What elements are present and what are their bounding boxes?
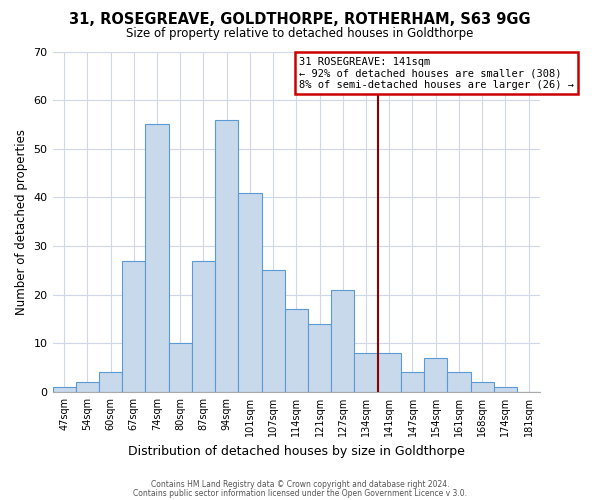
Bar (122, 260, 145, 392)
Bar (377, 353, 401, 392)
Bar (145, 124, 169, 392)
Bar (192, 260, 215, 392)
Bar (447, 372, 470, 392)
Bar (99, 372, 122, 392)
Bar (470, 382, 494, 392)
Bar (262, 270, 285, 392)
Bar (285, 310, 308, 392)
Text: Size of property relative to detached houses in Goldthorpe: Size of property relative to detached ho… (127, 28, 473, 40)
Text: Contains HM Land Registry data © Crown copyright and database right 2024.: Contains HM Land Registry data © Crown c… (151, 480, 449, 489)
Bar (401, 372, 424, 392)
Text: Contains public sector information licensed under the Open Government Licence v : Contains public sector information licen… (133, 488, 467, 498)
Bar (76, 382, 99, 392)
Bar (215, 120, 238, 392)
Bar (494, 387, 517, 392)
Bar (355, 353, 377, 392)
Bar (308, 324, 331, 392)
Y-axis label: Number of detached properties: Number of detached properties (15, 128, 28, 314)
X-axis label: Distribution of detached houses by size in Goldthorpe: Distribution of detached houses by size … (128, 444, 465, 458)
Text: 31, ROSEGREAVE, GOLDTHORPE, ROTHERHAM, S63 9GG: 31, ROSEGREAVE, GOLDTHORPE, ROTHERHAM, S… (69, 12, 531, 28)
Bar (53, 387, 76, 392)
Bar (331, 290, 355, 392)
Text: 31 ROSEGREAVE: 141sqm
← 92% of detached houses are smaller (308)
8% of semi-deta: 31 ROSEGREAVE: 141sqm ← 92% of detached … (299, 56, 574, 90)
Bar (424, 358, 447, 392)
Bar (169, 344, 192, 392)
Bar (238, 192, 262, 392)
